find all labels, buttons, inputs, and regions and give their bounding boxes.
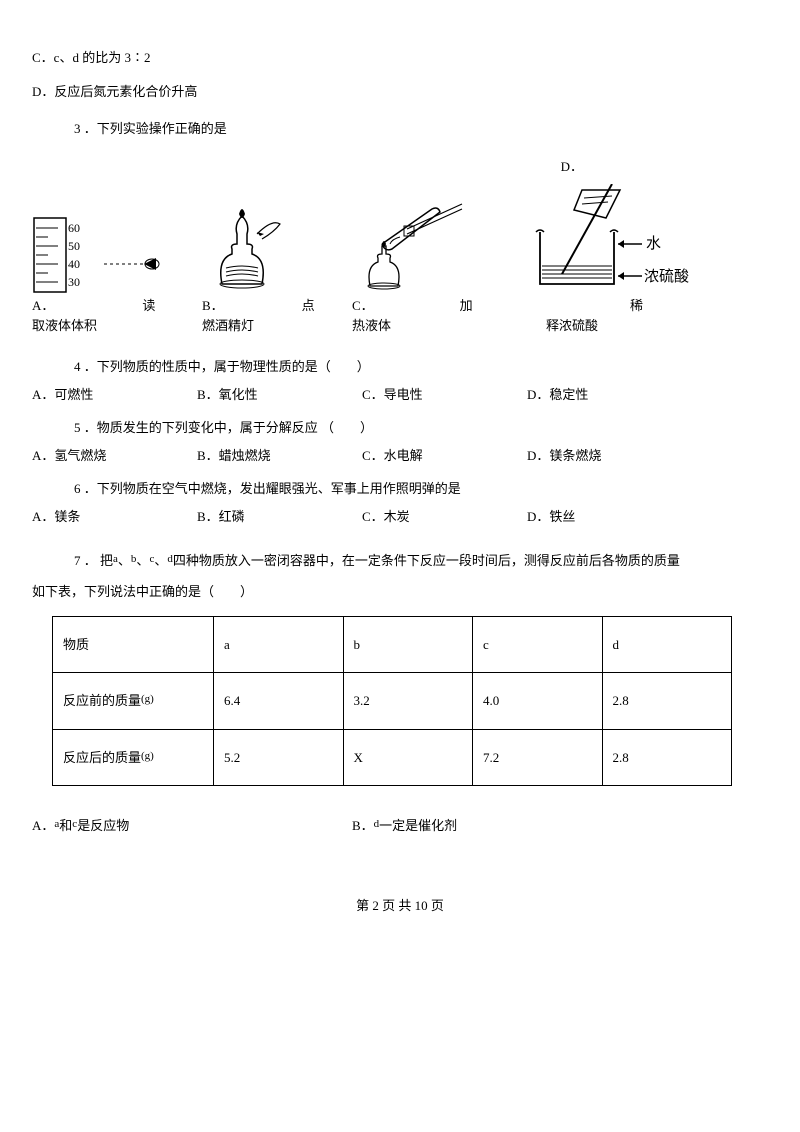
q5-b: B．蜡烛燃烧: [197, 446, 362, 466]
svg-text:30: 30: [68, 275, 80, 289]
row-after: 反应后的质量(g): [53, 729, 214, 786]
svg-text:40: 40: [68, 257, 80, 271]
q5-c: C．水电解: [362, 446, 527, 466]
cell: 2.8: [602, 729, 732, 786]
option-c-line: C．c、d 的比为 3∶2: [32, 48, 768, 68]
option-d-line: D．反应后氮元素化合价升高: [32, 82, 768, 102]
cell: 7.2: [473, 729, 603, 786]
q4-d: D．稳定性: [527, 385, 692, 405]
svg-text:50: 50: [68, 239, 80, 253]
th-d: d: [602, 616, 732, 673]
cell: X: [343, 729, 473, 786]
th-c: c: [473, 616, 603, 673]
svg-text:浓硫酸: 浓硫酸: [644, 268, 689, 285]
dilute-acid-icon: 水 浓硫酸: [522, 184, 702, 294]
table-row: 反应前的质量(g) 6.4 3.2 4.0 2.8: [53, 673, 732, 730]
q7-options: A．a和c是反应物 B．d一定是催化剂: [32, 816, 768, 836]
svg-text:60: 60: [68, 221, 80, 235]
th-a: a: [214, 616, 344, 673]
table-row: 物质 a b c d: [53, 616, 732, 673]
q7-stem: 7 ． 把a、b、c、d四种物质放入一密闭容器中，在一定条件下反应一段时间后，测…: [32, 548, 768, 574]
q7-opt-b: B．d一定是催化剂: [352, 816, 672, 836]
q4-c: C．导电性: [362, 385, 527, 405]
q6-options: A．镁条 B．红磷 C．木炭 D．铁丝: [32, 507, 768, 527]
row-before: 反应前的质量(g): [53, 673, 214, 730]
q5-options: A．氢气燃烧 B．蜡烛燃烧 C．水电解 D．镁条燃烧: [32, 446, 768, 466]
q6-stem: 6 ．下列物质在空气中燃烧，发出耀眼强光、军事上用作照明弹的是: [32, 479, 768, 499]
cell: 4.0: [473, 673, 603, 730]
th-b: b: [343, 616, 473, 673]
cell: 6.4: [214, 673, 344, 730]
alcohol-lamp-icon: [202, 204, 292, 294]
q3-opt-c: C．加 热液体: [352, 194, 522, 335]
cell: 3.2: [343, 673, 473, 730]
th-substance: 物质: [53, 616, 214, 673]
q6-c: C．木炭: [362, 507, 527, 527]
q7-stem-2: 如下表，下列说法中正确的是（ ）: [32, 582, 768, 602]
q3-d-label: D．: [32, 157, 768, 177]
q4-stem: 4 ．下列物质的性质中，属于物理性质的是（ ）: [32, 357, 768, 377]
q3-opt-b: B．点 燃酒精灯: [202, 204, 352, 335]
q4-options: A．可燃性 B．氧化性 C．导电性 D．稳定性: [32, 385, 768, 405]
q3-opt-d: 水 浓硫酸 稀 释浓硫酸: [522, 184, 722, 335]
q3-stem: 3 ．下列实验操作正确的是: [32, 119, 768, 139]
cell: 5.2: [214, 729, 344, 786]
heating-tube-icon: [352, 194, 472, 294]
graduated-cylinder-icon: 60 50 40 30: [32, 216, 104, 294]
q5-a: A．氢气燃烧: [32, 446, 197, 466]
q3-figures-row: 60 50 40 30 A．读 取液体体积: [32, 184, 768, 335]
q4-a: A．可燃性: [32, 385, 197, 405]
q5-d: D．镁条燃烧: [527, 446, 692, 466]
page-footer: 第 2 页 共 10 页: [32, 896, 768, 916]
q4-b: B．氧化性: [197, 385, 362, 405]
q7-table: 物质 a b c d 反应前的质量(g) 6.4 3.2 4.0 2.8 反应后…: [52, 616, 732, 787]
q6-a: A．镁条: [32, 507, 197, 527]
svg-text:水: 水: [646, 235, 661, 252]
q7-opt-a: A．a和c是反应物: [32, 816, 352, 836]
q6-b: B．红磷: [197, 507, 362, 527]
q3-opt-a: 60 50 40 30 A．读 取液体体积: [32, 216, 202, 335]
table-row: 反应后的质量(g) 5.2 X 7.2 2.8: [53, 729, 732, 786]
q6-d: D．铁丝: [527, 507, 692, 527]
eye-sightline-icon: [104, 216, 164, 294]
cell: 2.8: [602, 673, 732, 730]
q5-stem: 5 ．物质发生的下列变化中，属于分解反应 （ ）: [32, 418, 768, 438]
